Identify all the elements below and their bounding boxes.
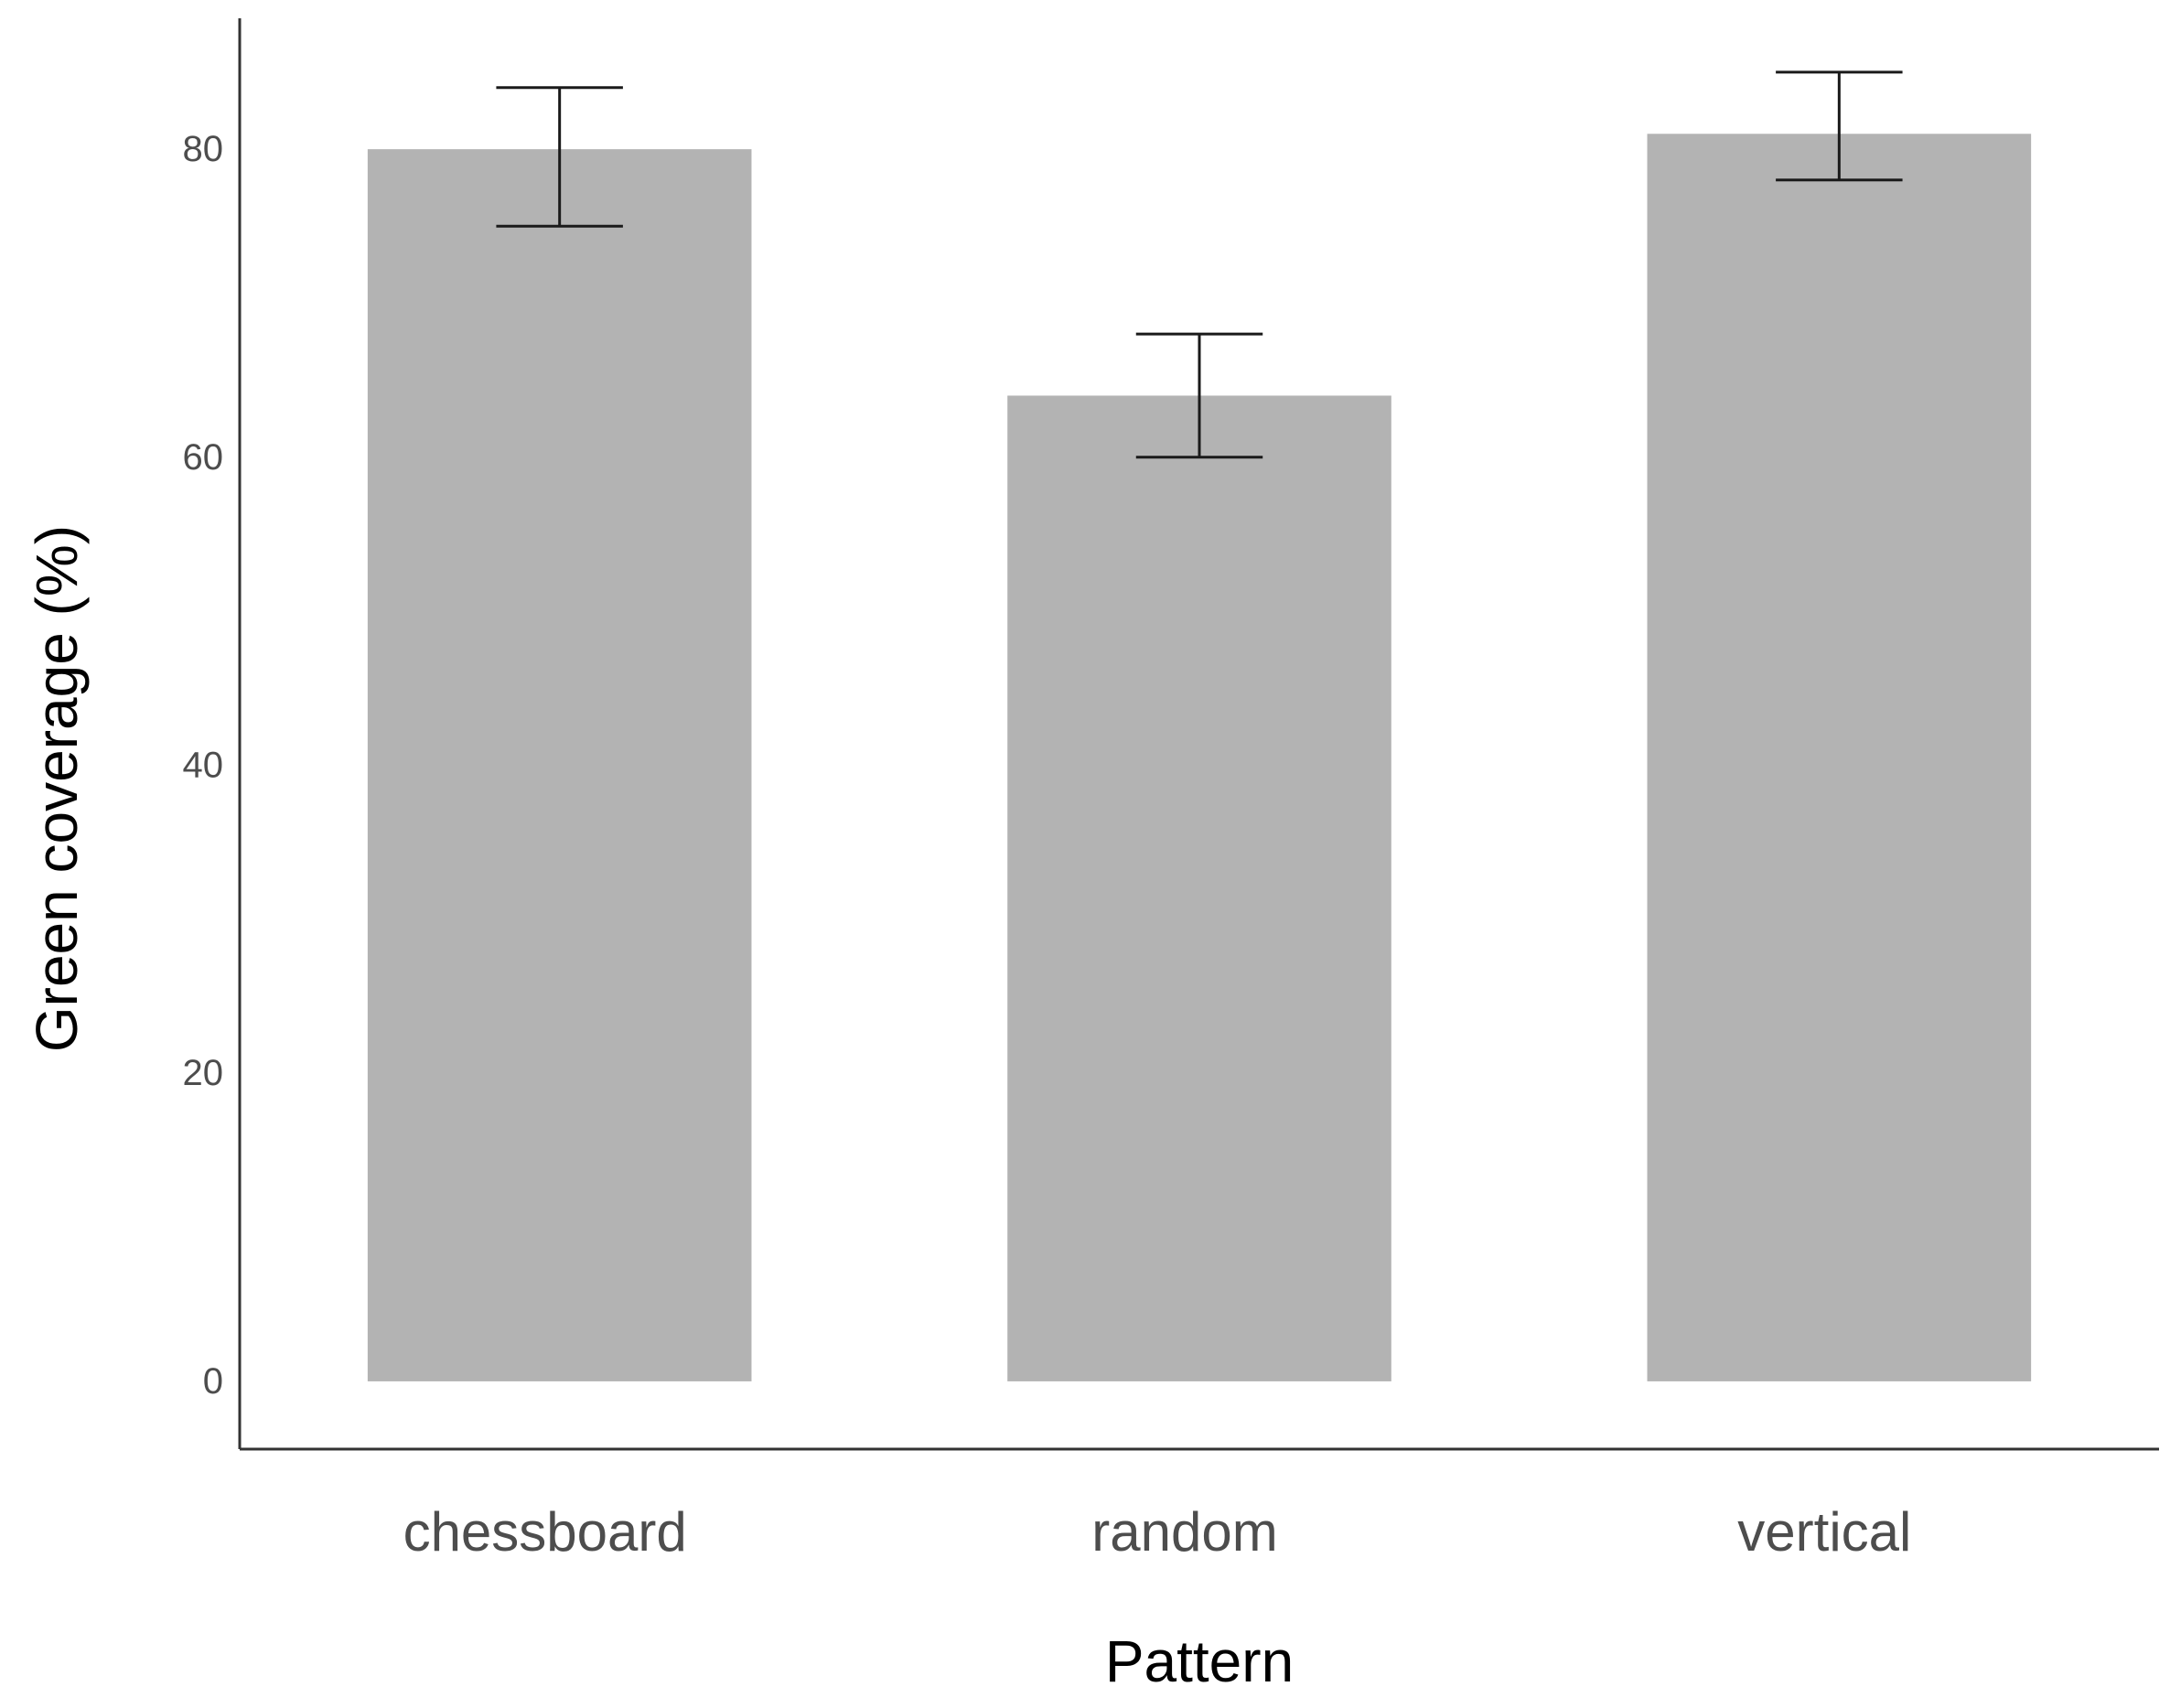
error-bar-random [1135,332,1263,459]
x-category-labels: chessboard random vertical [403,1501,1912,1563]
error-bar-vertical [1776,70,1903,182]
bar-random [1007,395,1391,1381]
bars-group [367,134,2032,1381]
y-axis-title: Green coverage (%) [24,525,90,1052]
y-tick-labels: 0 20 40 60 80 [183,129,224,1402]
y-tick-label: 0 [203,1361,223,1402]
y-tick-label: 40 [183,746,224,786]
y-tick-label: 20 [183,1053,224,1093]
error-bar-chessboard [496,86,623,228]
y-tick-label: 80 [183,129,224,169]
error-bars-group [496,70,1903,459]
x-axis-title: Pattern [1105,1628,1294,1694]
bar-chessboard [367,149,752,1381]
x-category-label-chessboard: chessboard [403,1501,687,1563]
x-category-label-random: random [1091,1501,1277,1563]
bar-vertical [1647,134,2032,1381]
x-category-label-vertical: vertical [1737,1501,1911,1563]
y-tick-label: 60 [183,437,224,478]
